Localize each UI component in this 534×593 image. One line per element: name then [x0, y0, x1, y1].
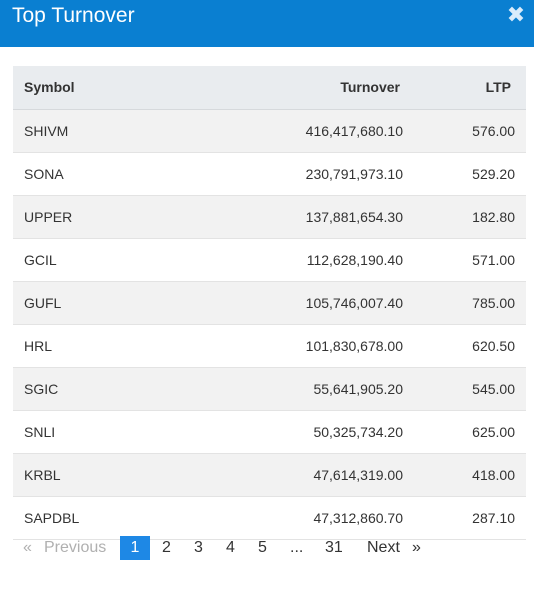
table-row[interactable]: SNLI 50,325,734.20 625.00	[13, 410, 526, 453]
table-row[interactable]: SONA 230,791,973.10 529.20	[13, 152, 526, 195]
cell-symbol: SONA	[24, 165, 64, 182]
page-button-1[interactable]: 1	[120, 536, 150, 560]
cell-turnover: 230,791,973.10	[305, 165, 403, 182]
cell-ltp: 785.00	[472, 294, 515, 311]
close-icon[interactable]: ✖	[506, 2, 526, 27]
table-row[interactable]: SGIC 55,641,905.20 545.00	[13, 367, 526, 410]
cell-turnover: 47,614,319.00	[313, 466, 403, 483]
page-button-3[interactable]: 3	[194, 539, 203, 556]
cell-ltp: 576.00	[472, 122, 515, 139]
previous-button: Previous	[44, 539, 107, 556]
table-row[interactable]: HRL 101,830,678.00 620.50	[13, 324, 526, 367]
page-button-31[interactable]: 31	[325, 539, 343, 556]
cell-symbol: SAPDBL	[24, 509, 80, 526]
cell-ltp: 545.00	[472, 380, 515, 397]
pagination: « Previous 1 2 3 4 5 ... 31 Next »	[13, 536, 526, 560]
page-button-2[interactable]: 2	[162, 539, 171, 556]
page-button-5[interactable]: 5	[258, 539, 267, 556]
cell-symbol: SGIC	[24, 380, 59, 397]
column-header-ltp[interactable]: LTP	[403, 66, 526, 110]
cell-symbol: KRBL	[24, 466, 61, 483]
cell-ltp: 287.10	[472, 509, 515, 526]
turnover-table: Symbol Turnover LTP SHIVM 416,417,680.10 5…	[13, 66, 526, 540]
page-button-4[interactable]: 4	[226, 539, 235, 556]
cell-ltp: 529.20	[472, 165, 515, 182]
table-header-row: Symbol Turnover LTP	[13, 66, 526, 110]
cell-turnover: 137,881,654.30	[305, 208, 403, 225]
cell-ltp: 182.80	[472, 208, 515, 225]
cell-turnover: 101,830,678.00	[305, 337, 403, 354]
cell-symbol: SNLI	[24, 423, 56, 440]
cell-symbol: HRL	[24, 337, 53, 354]
table-row[interactable]: SAPDBL 47,312,860.70 287.10	[13, 496, 526, 539]
cell-turnover: 47,312,860.70	[313, 509, 403, 526]
cell-ltp: 571.00	[472, 251, 515, 268]
turnover-table-container: Symbol Turnover LTP SHIVM 416,417,680.10 5…	[13, 66, 526, 540]
cell-ltp: 625.00	[472, 423, 515, 440]
cell-symbol: GUFL	[24, 294, 62, 311]
page-ellipsis: ...	[290, 539, 304, 556]
modal-header: Top Turnover ✖	[0, 0, 534, 47]
table-row[interactable]: UPPER 137,881,654.30 182.80	[13, 195, 526, 238]
table-row[interactable]: KRBL 47,614,319.00 418.00	[13, 453, 526, 496]
modal-title: Top Turnover	[12, 4, 135, 27]
cell-symbol: SHIVM	[24, 122, 69, 139]
cell-turnover: 112,628,190.40	[306, 251, 403, 268]
cell-symbol: UPPER	[24, 208, 73, 225]
next-arrow[interactable]: »	[412, 539, 421, 556]
cell-ltp: 418.00	[472, 466, 515, 483]
table-row[interactable]: GUFL 105,746,007.40 785.00	[13, 281, 526, 324]
cell-turnover: 105,746,007.40	[305, 294, 403, 311]
table-row[interactable]: GCIL 112,628,190.40 571.00	[13, 238, 526, 281]
column-header-symbol[interactable]: Symbol	[13, 66, 175, 110]
cell-turnover: 416,417,680.10	[305, 122, 403, 139]
table-row[interactable]: SHIVM 416,417,680.10 576.00	[13, 109, 526, 152]
cell-turnover: 50,325,734.20	[313, 423, 403, 440]
cell-symbol: GCIL	[24, 251, 57, 268]
previous-arrow: «	[23, 539, 32, 556]
next-button[interactable]: Next	[367, 539, 400, 556]
cell-ltp: 620.50	[472, 337, 515, 354]
cell-turnover: 55,641,905.20	[313, 380, 403, 397]
column-header-turnover[interactable]: Turnover	[175, 66, 403, 110]
